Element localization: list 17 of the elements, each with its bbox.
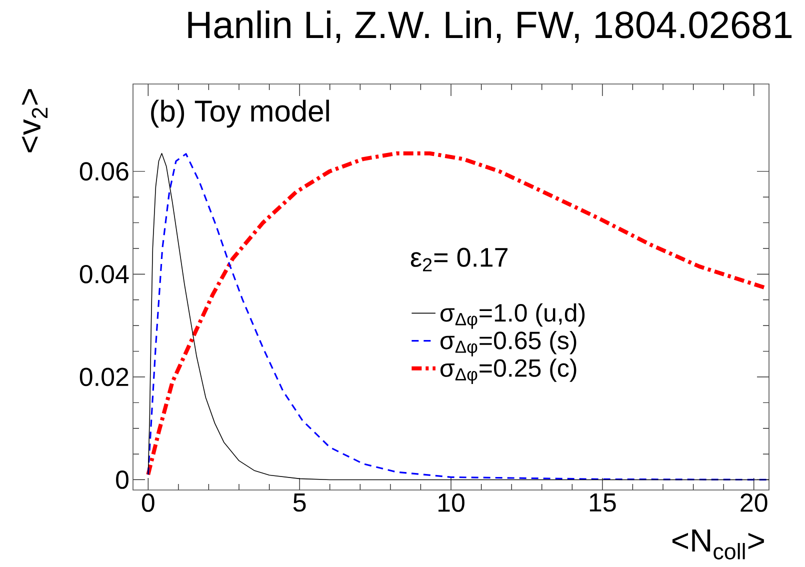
x-axis-title: <N$_{coll}$> (672, 530, 764, 560)
chart-title: Hanlin Li, Z.W. Lin, FW, 1804.02681 (188, 10, 792, 43)
x-tick-label: 10 (438, 494, 464, 512)
annotation: ε$_{2}$= 0.17 (410, 248, 508, 272)
y-tick-label: 0.02 (80, 368, 128, 386)
y-axis-title: <v$_{2}$> (22, 89, 48, 152)
x-tick-label: 5 (293, 494, 306, 512)
y-tick-label: 0 (116, 470, 128, 489)
x-tick-label: 15 (590, 494, 616, 512)
y-tick-label: 0.06 (80, 162, 128, 181)
legend-label: σ$_{Δφ}$=0.65 (s) (440, 330, 576, 356)
legend-label: σ$_{Δφ}$=0.25 (c) (440, 358, 576, 384)
annotation: (b) Toy model (151, 100, 329, 128)
legend-label: σ$_{Δφ}$=1.0 (u,d) (440, 303, 585, 329)
y-tick-label: 0.04 (80, 264, 129, 284)
x-tick-label: 0 (142, 494, 154, 512)
x-tick-label: 20 (740, 494, 768, 512)
